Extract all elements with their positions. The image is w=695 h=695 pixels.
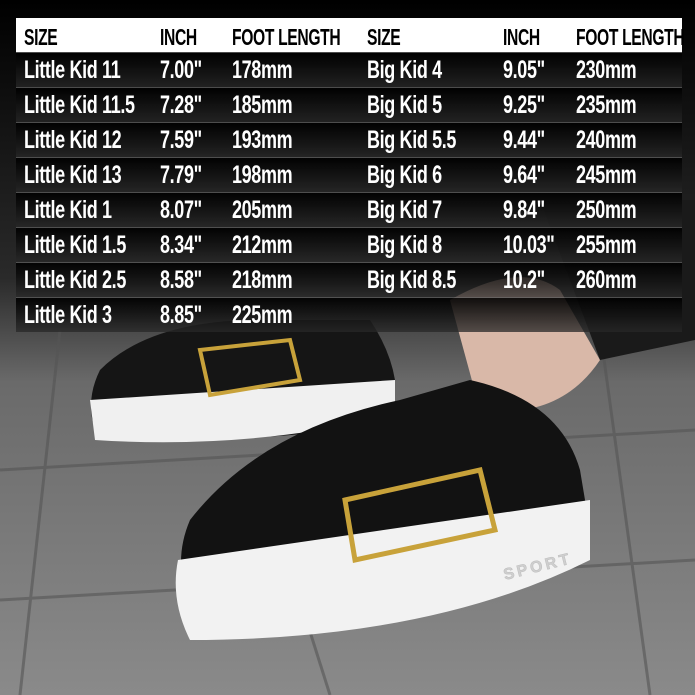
table-cell: Little Kid 11: [24, 56, 121, 84]
table-row: Little Kid 2.5 8.58" 218mm Big Kid 8.5 10.2"…: [16, 262, 682, 297]
table-cell: Big Kid 7: [367, 196, 442, 224]
table-cell: 9.44": [503, 126, 545, 154]
table-row: Little Kid 13 7.79" 198mm Big Kid 6 9.64" 245…: [16, 157, 682, 192]
table-cell: 185mm: [232, 91, 293, 119]
table-cell: Big Kid 4: [367, 56, 442, 84]
table-cell: 198mm: [232, 161, 293, 189]
table-cell: Little Kid 1.5: [24, 231, 126, 259]
table-cell: 8.85": [160, 301, 202, 329]
table-cell: Little Kid 12: [24, 126, 122, 154]
table-row: Little Kid 12 7.59" 193mm Big Kid 5.5 9.44" 2…: [16, 122, 682, 157]
table-cell: 245mm: [576, 161, 637, 189]
table-cell: 178mm: [232, 56, 293, 84]
table-body: Little Kid 11 7.00" 178mm Big Kid 4 9.05" 230…: [16, 52, 682, 332]
table-cell: 10.03": [503, 231, 555, 259]
table-cell: 212mm: [232, 231, 293, 259]
table-cell: 225mm: [232, 301, 293, 329]
table-cell: 230mm: [576, 56, 637, 84]
header-foot-length: FOOT LENGTH: [232, 24, 341, 50]
table-cell: Big Kid 6: [367, 161, 442, 189]
table-cell: 9.05": [503, 56, 545, 84]
table-cell: 9.64": [503, 161, 545, 189]
table-cell: Big Kid 5: [367, 91, 442, 119]
table-row: Little Kid 1.5 8.34" 212mm Big Kid 8 10.03" 2…: [16, 227, 682, 262]
table-cell: Little Kid 1: [24, 196, 112, 224]
table-cell: Big Kid 5.5: [367, 126, 457, 154]
table-row: Little Kid 11.5 7.28" 185mm Big Kid 5 9.25" 2…: [16, 87, 682, 122]
table-cell: Big Kid 8.5: [367, 266, 457, 294]
table-cell: 193mm: [232, 126, 293, 154]
table-row: Little Kid 1 8.07" 205mm Big Kid 7 9.84" 250m…: [16, 192, 682, 227]
table-cell: 260mm: [576, 266, 637, 294]
table-row: Little Kid 3 8.85" 225mm: [16, 297, 682, 332]
table-cell: Little Kid 2.5: [24, 266, 126, 294]
table-cell: 7.00": [160, 56, 202, 84]
table-cell: 9.84": [503, 196, 545, 224]
header-inch: INCH: [160, 24, 197, 50]
table-cell: Big Kid 8: [367, 231, 442, 259]
back-shoe: [90, 320, 395, 443]
table-row: Little Kid 11 7.00" 178mm Big Kid 4 9.05" 230…: [16, 52, 682, 87]
table-cell: 240mm: [576, 126, 637, 154]
table-cell: 250mm: [576, 196, 637, 224]
table-cell: 9.25": [503, 91, 545, 119]
header-size: SIZE: [24, 24, 58, 50]
table-cell: 8.34": [160, 231, 202, 259]
size-chart-table: SIZE INCH FOOT LENGTH SIZE INCH FOOT LEN…: [16, 18, 685, 332]
header-inch: INCH: [503, 24, 540, 50]
header-foot-length: FOOT LENGTH: [576, 24, 685, 50]
table-cell: Little Kid 13: [24, 161, 122, 189]
table-cell: 235mm: [576, 91, 637, 119]
table-cell: 8.58": [160, 266, 202, 294]
table-cell: 218mm: [232, 266, 293, 294]
table-cell: 7.79": [160, 161, 202, 189]
header-size: SIZE: [367, 24, 401, 50]
table-cell: Little Kid 11.5: [24, 91, 135, 119]
table-cell: Little Kid 3: [24, 301, 112, 329]
table-cell: 255mm: [576, 231, 637, 259]
table-cell: 8.07": [160, 196, 202, 224]
table-cell: 205mm: [232, 196, 293, 224]
table-header: SIZE INCH FOOT LENGTH SIZE INCH FOOT LEN…: [16, 18, 685, 52]
table-cell: 7.59": [160, 126, 202, 154]
table-cell: 10.2": [503, 266, 545, 294]
table-cell: 7.28": [160, 91, 202, 119]
